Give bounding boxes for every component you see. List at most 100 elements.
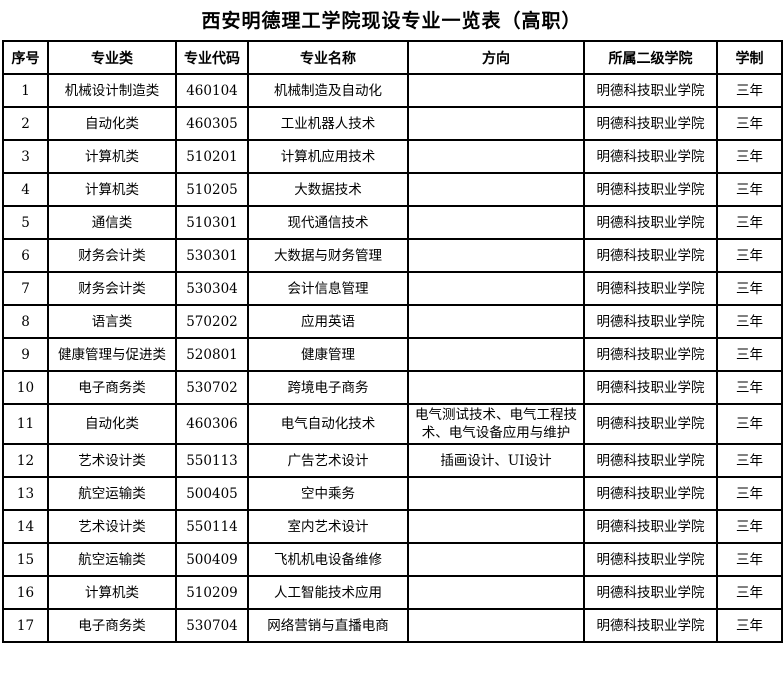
table-row: 16 计算机类 510209 人工智能技术应用 明德科技职业学院 三年 xyxy=(2,575,783,610)
code-cell: 520801 xyxy=(175,337,249,372)
code-cell: 510301 xyxy=(175,205,249,240)
category-cell: 通信类 xyxy=(47,205,177,240)
header-row: 序号 专业类 专业代码 专业名称 方向 所属二级学院 学制 xyxy=(2,40,783,75)
serial-cell: 1 xyxy=(2,73,49,108)
category-cell: 机械设计制造类 xyxy=(47,73,177,108)
direction-cell xyxy=(407,337,585,372)
direction-cell xyxy=(407,542,585,577)
category-cell: 计算机类 xyxy=(47,172,177,207)
direction-cell xyxy=(407,476,585,511)
category-cell: 艺术设计类 xyxy=(47,509,177,544)
direction-cell xyxy=(407,608,585,643)
duration-cell: 三年 xyxy=(716,73,783,108)
code-cell: 460306 xyxy=(175,403,249,445)
serial-cell: 9 xyxy=(2,337,49,372)
direction-cell: 电气测试技术、电气工程技术、电气设备应用与维护 xyxy=(407,403,585,445)
serial-cell: 2 xyxy=(2,106,49,141)
serial-cell: 17 xyxy=(2,608,49,643)
college-cell: 明德科技职业学院 xyxy=(583,304,718,339)
major-name-cell: 广告艺术设计 xyxy=(247,443,409,478)
direction-cell xyxy=(407,509,585,544)
duration-cell: 三年 xyxy=(716,608,783,643)
code-cell: 550114 xyxy=(175,509,249,544)
category-cell: 电子商务类 xyxy=(47,370,177,405)
header-code: 专业代码 xyxy=(175,40,249,75)
serial-cell: 5 xyxy=(2,205,49,240)
code-cell: 530301 xyxy=(175,238,249,273)
serial-cell: 13 xyxy=(2,476,49,511)
category-cell: 艺术设计类 xyxy=(47,443,177,478)
code-cell: 530304 xyxy=(175,271,249,306)
code-cell: 550113 xyxy=(175,443,249,478)
direction-cell xyxy=(407,271,585,306)
table-row: 2 自动化类 460305 工业机器人技术 明德科技职业学院 三年 xyxy=(2,106,783,141)
table-row: 14 艺术设计类 550114 室内艺术设计 明德科技职业学院 三年 xyxy=(2,509,783,544)
duration-cell: 三年 xyxy=(716,205,783,240)
category-cell: 计算机类 xyxy=(47,575,177,610)
category-cell: 计算机类 xyxy=(47,139,177,174)
table-row: 7 财务会计类 530304 会计信息管理 明德科技职业学院 三年 xyxy=(2,271,783,306)
direction-cell xyxy=(407,73,585,108)
duration-cell: 三年 xyxy=(716,403,783,445)
category-cell: 航空运输类 xyxy=(47,476,177,511)
major-name-cell: 室内艺术设计 xyxy=(247,509,409,544)
college-cell: 明德科技职业学院 xyxy=(583,139,718,174)
direction-cell: 插画设计、UI设计 xyxy=(407,443,585,478)
college-cell: 明德科技职业学院 xyxy=(583,509,718,544)
table-row: 8 语言类 570202 应用英语 明德科技职业学院 三年 xyxy=(2,304,783,339)
duration-cell: 三年 xyxy=(716,337,783,372)
major-name-cell: 现代通信技术 xyxy=(247,205,409,240)
code-cell: 530704 xyxy=(175,608,249,643)
direction-cell xyxy=(407,106,585,141)
table-header: 序号 专业类 专业代码 专业名称 方向 所属二级学院 学制 xyxy=(2,40,783,75)
serial-cell: 12 xyxy=(2,443,49,478)
college-cell: 明德科技职业学院 xyxy=(583,73,718,108)
college-cell: 明德科技职业学院 xyxy=(583,238,718,273)
major-name-cell: 会计信息管理 xyxy=(247,271,409,306)
page-title: 西安明德理工学院现设专业一览表（高职） xyxy=(201,10,582,32)
code-cell: 510209 xyxy=(175,575,249,610)
table-body: 1 机械设计制造类 460104 机械制造及自动化 明德科技职业学院 三年 2 自动化类 460… xyxy=(2,73,783,643)
table-row: 15 航空运输类 500409 飞机机电设备维修 明德科技职业学院 三年 xyxy=(2,542,783,577)
college-cell: 明德科技职业学院 xyxy=(583,575,718,610)
major-name-cell: 大数据技术 xyxy=(247,172,409,207)
header-college: 所属二级学院 xyxy=(583,40,718,75)
major-name-cell: 电气自动化技术 xyxy=(247,403,409,445)
serial-cell: 11 xyxy=(2,403,49,445)
college-cell: 明德科技职业学院 xyxy=(583,205,718,240)
college-cell: 明德科技职业学院 xyxy=(583,542,718,577)
duration-cell: 三年 xyxy=(716,271,783,306)
direction-cell xyxy=(407,172,585,207)
major-name-cell: 空中乘务 xyxy=(247,476,409,511)
table-row: 12 艺术设计类 550113 广告艺术设计 插画设计、UI设计 明德科技职业学院 三年 xyxy=(2,443,783,478)
category-cell: 健康管理与促进类 xyxy=(47,337,177,372)
serial-cell: 8 xyxy=(2,304,49,339)
category-cell: 自动化类 xyxy=(47,106,177,141)
serial-cell: 14 xyxy=(2,509,49,544)
direction-cell xyxy=(407,238,585,273)
college-cell: 明德科技职业学院 xyxy=(583,172,718,207)
table-row: 13 航空运输类 500405 空中乘务 明德科技职业学院 三年 xyxy=(2,476,783,511)
table-row: 3 计算机类 510201 计算机应用技术 明德科技职业学院 三年 xyxy=(2,139,783,174)
major-name-cell: 健康管理 xyxy=(247,337,409,372)
category-cell: 航空运输类 xyxy=(47,542,177,577)
serial-cell: 10 xyxy=(2,370,49,405)
table-row: 6 财务会计类 530301 大数据与财务管理 明德科技职业学院 三年 xyxy=(2,238,783,273)
serial-cell: 6 xyxy=(2,238,49,273)
category-cell: 电子商务类 xyxy=(47,608,177,643)
serial-cell: 15 xyxy=(2,542,49,577)
code-cell: 500405 xyxy=(175,476,249,511)
majors-table: 序号 专业类 专业代码 专业名称 方向 所属二级学院 学制 1 机械设计制造类 46… xyxy=(2,40,783,643)
duration-cell: 三年 xyxy=(716,238,783,273)
direction-cell xyxy=(407,139,585,174)
category-cell: 自动化类 xyxy=(47,403,177,445)
direction-cell xyxy=(407,370,585,405)
college-cell: 明德科技职业学院 xyxy=(583,443,718,478)
duration-cell: 三年 xyxy=(716,304,783,339)
table-row: 1 机械设计制造类 460104 机械制造及自动化 明德科技职业学院 三年 xyxy=(2,73,783,108)
serial-cell: 3 xyxy=(2,139,49,174)
category-cell: 财务会计类 xyxy=(47,271,177,306)
major-name-cell: 人工智能技术应用 xyxy=(247,575,409,610)
code-cell: 460305 xyxy=(175,106,249,141)
college-cell: 明德科技职业学院 xyxy=(583,370,718,405)
